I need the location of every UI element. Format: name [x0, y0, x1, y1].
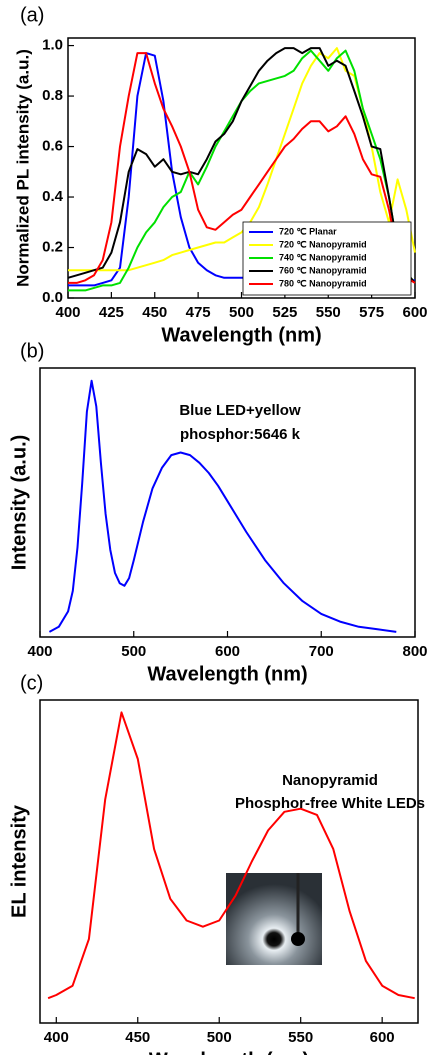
y-axis-label: Normalized PL intensity (a.u.)	[13, 49, 32, 287]
panel-label: (b)	[20, 340, 44, 362]
inset-photo	[226, 873, 322, 965]
y-tick-label: 0.2	[42, 238, 63, 255]
x-tick-label: 550	[316, 304, 341, 321]
plot-frame	[39, 699, 419, 1024]
annotation: Blue LED+yellow	[179, 402, 301, 419]
x-tick-label: 600	[215, 643, 240, 660]
x-tick-label: 475	[186, 304, 211, 321]
y-tick-label: 0.0	[42, 289, 63, 306]
x-axis-label: Wavelength (nm)	[161, 324, 321, 346]
x-tick-label: 600	[370, 1029, 395, 1046]
x-tick-label: 450	[125, 1029, 150, 1046]
legend-label: 740 ℃ Nanopyramid	[279, 252, 367, 262]
panel-label: (a)	[20, 4, 44, 26]
x-tick-label: 425	[99, 304, 124, 321]
x-tick-label: 400	[55, 304, 80, 321]
x-tick-label: 700	[309, 643, 334, 660]
annotation: phosphor:5646 k	[180, 426, 301, 443]
x-tick-label: 500	[229, 304, 254, 321]
annotation: Nanopyramid	[282, 772, 378, 789]
x-tick-label: 450	[142, 304, 167, 321]
x-tick-label: 575	[359, 304, 384, 321]
x-tick-label: 800	[402, 643, 427, 660]
y-tick-label: 0.8	[42, 87, 63, 104]
legend-label: 780 ℃ Nanopyramid	[279, 278, 367, 288]
x-tick-label: 525	[272, 304, 297, 321]
data-line	[48, 379, 397, 633]
y-tick-label: 0.6	[42, 138, 63, 155]
x-axis-label: Wavelength (nm)	[149, 1049, 309, 1055]
legend-label: 720 ℃ Nanopyramid	[279, 239, 367, 249]
x-tick-label: 400	[27, 643, 52, 660]
x-tick-label: 400	[44, 1029, 69, 1046]
y-tick-label: 1.0	[42, 37, 63, 54]
x-tick-label: 500	[121, 643, 146, 660]
annotation: Phosphor-free White LEDs	[235, 795, 425, 812]
x-tick-label: 600	[402, 304, 427, 321]
y-tick-label: 0.4	[42, 188, 64, 205]
y-axis-label: EL intensity	[8, 804, 30, 918]
data-line	[68, 52, 416, 284]
legend-label: 720 ℃ Planar	[279, 226, 337, 236]
y-axis-label: Intensity (a.u.)	[8, 435, 30, 571]
legend-label: 760 ℃ Nanopyramid	[279, 265, 367, 275]
panel-label: (c)	[20, 672, 43, 694]
data-line	[67, 47, 416, 284]
x-axis-label: Wavelength (nm)	[147, 663, 307, 685]
x-tick-label: 500	[207, 1029, 232, 1046]
data-line	[47, 711, 415, 1000]
x-tick-label: 550	[288, 1029, 313, 1046]
